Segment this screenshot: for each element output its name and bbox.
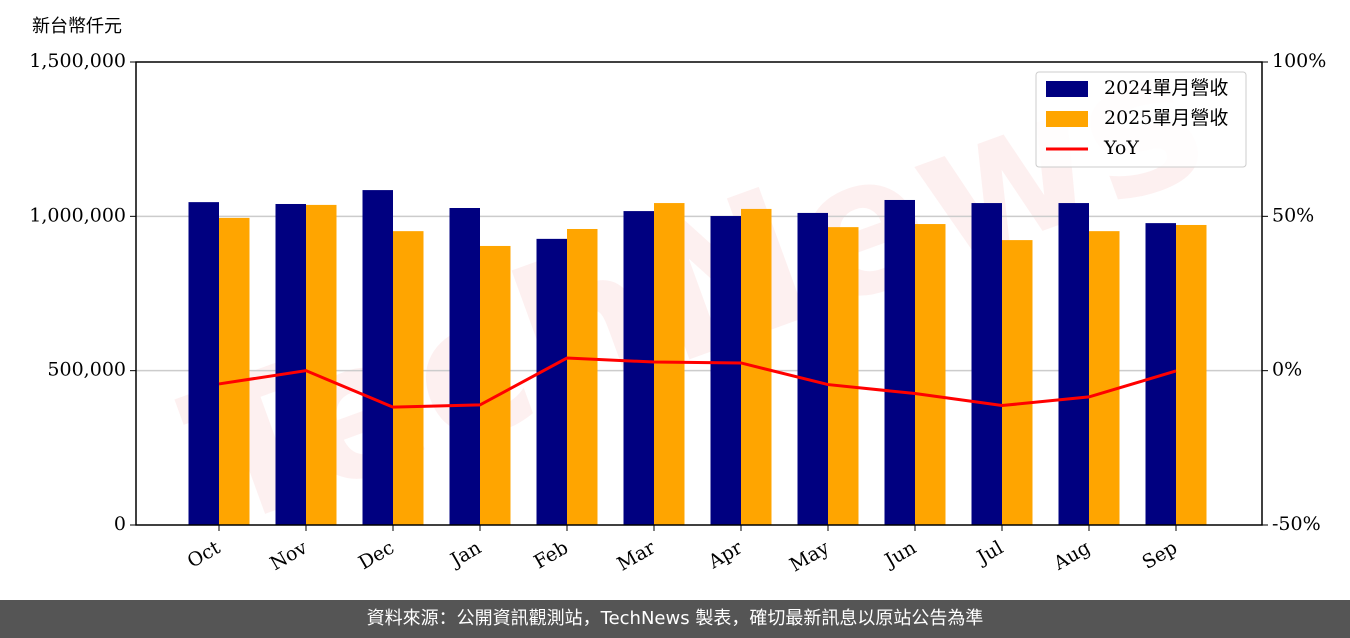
x-tick-label: Jan xyxy=(445,537,485,573)
bar xyxy=(915,224,946,526)
legend-label: 2025單月營收 xyxy=(1104,107,1228,129)
y-tick-label: 1,000,000 xyxy=(29,204,126,226)
legend-label: YoY xyxy=(1103,137,1139,159)
x-tick-label: Dec xyxy=(355,537,398,575)
bar xyxy=(188,202,219,525)
bar xyxy=(828,227,859,526)
chart: 新台幣仟元 TechNews 0500,0001,000,0001,500,00… xyxy=(29,3,1326,577)
y2-tick-label: -50% xyxy=(1272,513,1321,535)
y-tick-label: 500,000 xyxy=(47,359,126,381)
y2-tick-label: 100% xyxy=(1272,50,1326,72)
bar xyxy=(654,203,685,525)
x-tick-label: Sep xyxy=(1138,537,1181,574)
y-tick-label: 1,500,000 xyxy=(29,50,126,72)
bar xyxy=(971,203,1002,525)
bar xyxy=(306,204,337,526)
bar xyxy=(567,228,598,526)
bar xyxy=(449,207,480,525)
bar xyxy=(362,190,393,525)
bar xyxy=(1176,224,1207,525)
x-tick-label: Jul xyxy=(972,537,1007,570)
y2-tick-label: 0% xyxy=(1272,359,1302,381)
bar xyxy=(1089,231,1120,525)
y2-tick-label: 50% xyxy=(1272,204,1314,226)
bar xyxy=(1002,240,1033,526)
bar xyxy=(884,199,915,525)
bar xyxy=(710,216,741,526)
x-tick-label: Mar xyxy=(613,536,659,575)
bar xyxy=(393,231,424,525)
bar xyxy=(275,203,306,525)
plot-frame xyxy=(135,61,1263,526)
bar xyxy=(623,211,654,525)
bar xyxy=(536,238,567,525)
bar xyxy=(480,245,511,525)
x-tick-label: Jun xyxy=(879,537,920,573)
x-tick-label: Apr xyxy=(704,536,747,573)
legend-swatch xyxy=(1046,111,1088,127)
bar xyxy=(1058,203,1089,525)
legend-box xyxy=(1035,71,1247,168)
x-tick-label: May xyxy=(786,536,833,576)
legend-label: 2024單月營收 xyxy=(1104,77,1228,99)
footer: 資料來源：公開資訊觀測站，TechNews 製表，確切最新訊息以原站公告為準 xyxy=(0,600,1350,638)
x-tick-label: Feb xyxy=(530,537,572,574)
y-tick-label: 0 xyxy=(114,513,126,535)
bar xyxy=(219,217,250,526)
legend-swatch xyxy=(1046,81,1088,97)
y-axis-label: 新台幣仟元 xyxy=(32,16,122,37)
line xyxy=(218,356,1177,409)
bar xyxy=(797,212,828,526)
x-tick-label: Aug xyxy=(1049,537,1094,576)
x-tick-label: Oct xyxy=(184,536,225,572)
